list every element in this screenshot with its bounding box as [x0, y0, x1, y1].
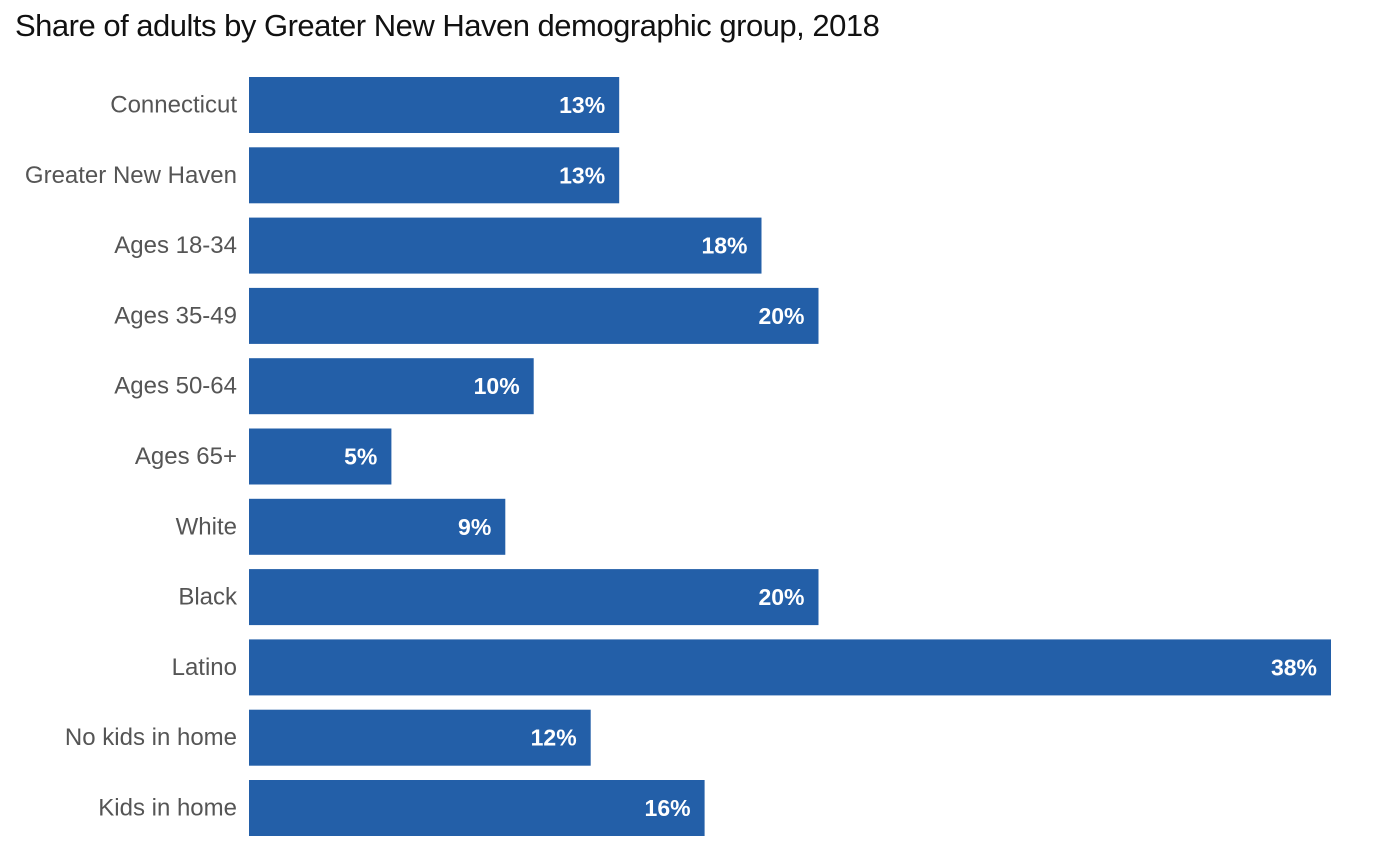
- value-label: 20%: [758, 584, 804, 610]
- bar: [249, 217, 762, 274]
- bar: [249, 498, 506, 555]
- value-label: 10%: [474, 373, 520, 399]
- category-label: Greater New Haven: [25, 162, 237, 189]
- value-label: 5%: [344, 444, 377, 470]
- bar: [249, 780, 705, 836]
- value-label: 20%: [758, 303, 804, 329]
- category-label: Kids in home: [98, 795, 237, 822]
- value-label: 13%: [559, 92, 605, 118]
- bar: [249, 358, 534, 415]
- value-label: 38%: [1271, 654, 1317, 680]
- bars-group: Connecticut 13% Greater New Haven 13% Ages 1…: [25, 77, 1331, 836]
- category-label: Ages 35-49: [114, 302, 237, 329]
- value-label: 12%: [531, 725, 577, 751]
- category-label: Connecticut: [110, 92, 237, 119]
- bar: [249, 147, 620, 204]
- bar: [249, 77, 620, 133]
- bar: [249, 709, 591, 766]
- category-label: Latino: [172, 654, 237, 681]
- bar: [249, 428, 392, 485]
- category-label: No kids in home: [65, 724, 237, 751]
- bar: [249, 287, 819, 344]
- bar: [249, 639, 1331, 696]
- category-label: Ages 50-64: [114, 373, 237, 400]
- value-label: 13%: [559, 162, 605, 188]
- category-label: Black: [178, 584, 238, 611]
- value-label: 18%: [701, 233, 747, 259]
- value-label: 9%: [458, 514, 491, 540]
- bar: [249, 569, 819, 626]
- category-label: White: [176, 513, 237, 540]
- category-label: Ages 65+: [135, 443, 237, 470]
- category-label: Ages 18-34: [114, 232, 237, 259]
- chart-title: Share of adults by Greater New Haven dem…: [15, 8, 880, 43]
- value-label: 16%: [645, 795, 691, 821]
